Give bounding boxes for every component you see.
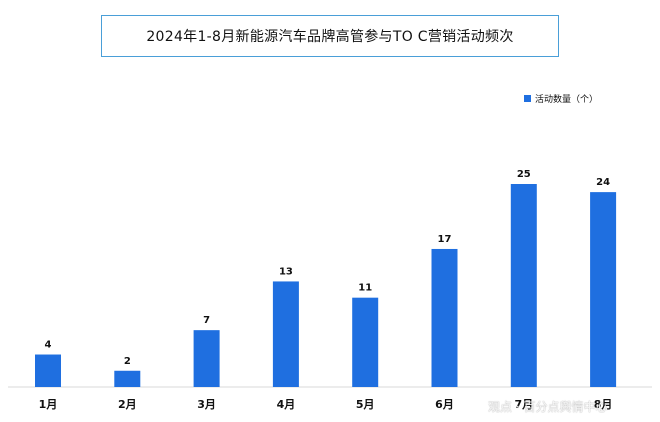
chart-title: 2024年1-8月新能源汽车品牌高管参与TO C营销活动频次 [146,29,514,45]
data-label: 24 [596,177,610,188]
chart-title-box: 2024年1-8月新能源汽车品牌高管参与TO C营销活动频次 [101,15,559,57]
x-tick-label: 6月 [435,398,454,411]
x-tick-label: 7月 [514,398,533,411]
x-tick-label: 5月 [356,398,375,411]
legend-label: 活动数量（个） [535,95,599,105]
legend-swatch [524,95,531,102]
x-tick-label: 3月 [197,398,216,411]
watermark: 观点 · 百分点舆情中心 [488,400,608,414]
bar [431,248,458,387]
bar [35,354,61,387]
x-tick-label: 1月 [39,398,58,411]
bar [193,330,220,387]
bar [114,370,141,387]
bar [510,184,537,387]
legend: 活动数量（个） [524,92,598,105]
data-label: 2 [124,356,131,367]
data-label: 25 [517,169,531,180]
data-label: 7 [203,315,210,326]
bar [272,281,299,387]
x-tick-label: 4月 [277,398,296,411]
data-label: 17 [438,234,452,245]
bar [352,297,379,387]
x-tick-label: 8月 [594,398,613,411]
x-tick-label: 2月 [118,398,137,411]
bar [590,192,617,387]
data-label: 13 [279,266,293,277]
data-label: 4 [45,340,52,351]
data-label: 11 [358,283,372,294]
